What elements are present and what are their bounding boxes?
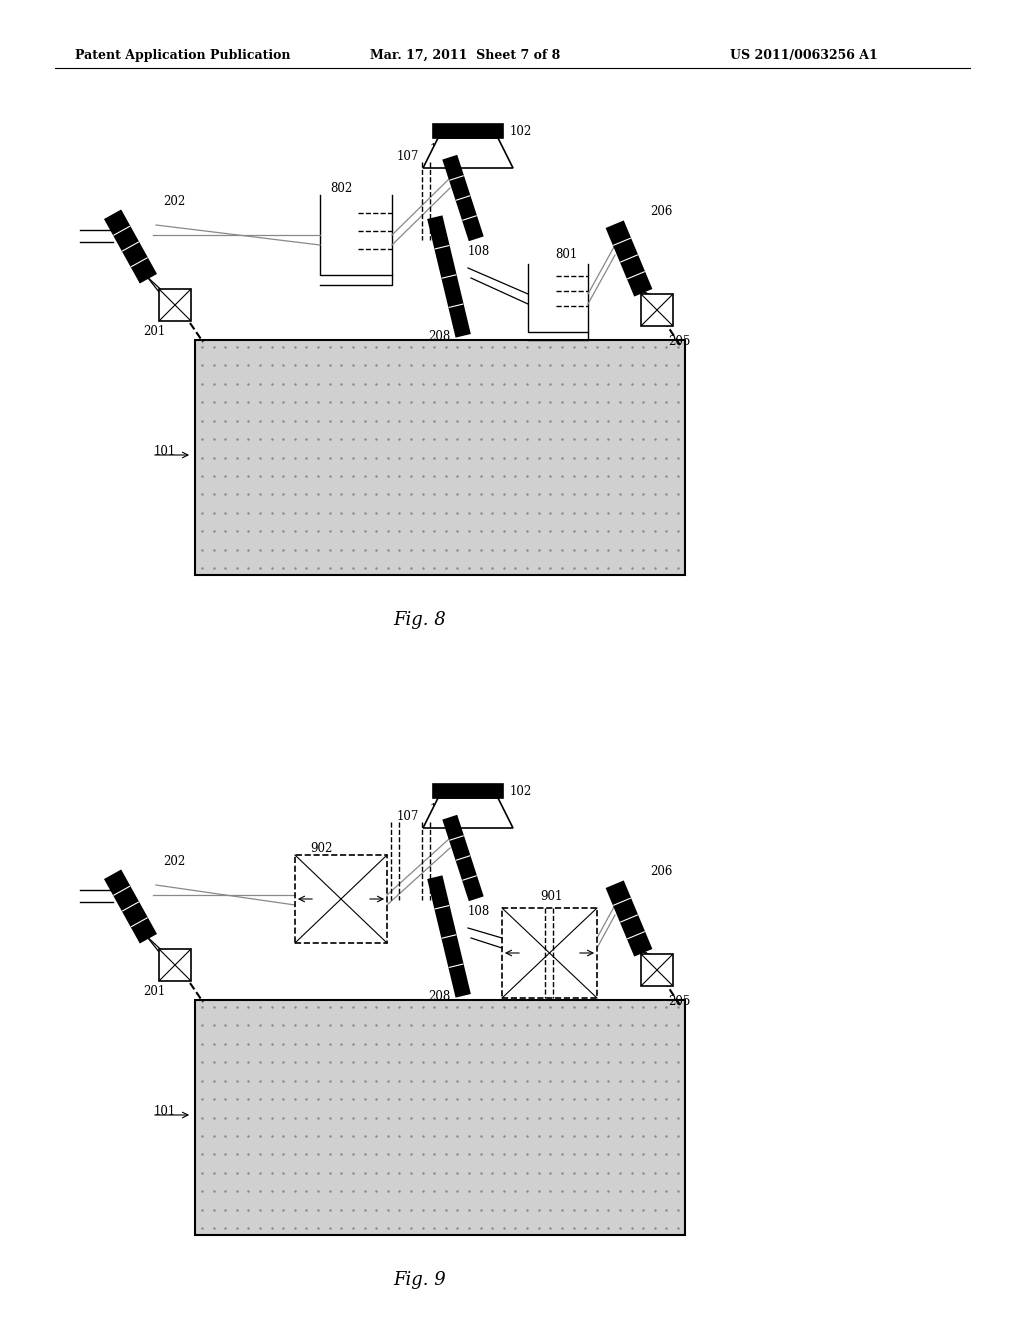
Text: 801: 801 [555,248,578,261]
Polygon shape [606,222,651,296]
Text: 202: 202 [163,195,185,209]
Bar [195,341,685,576]
Text: 108: 108 [468,906,490,917]
Text: 205: 205 [668,335,690,348]
Polygon shape [423,799,513,828]
Text: 208: 208 [428,990,451,1003]
Polygon shape [641,954,673,986]
Text: US 2011/0063256 A1: US 2011/0063256 A1 [730,49,878,62]
Text: 102: 102 [510,785,532,799]
Polygon shape [160,949,190,981]
Bar [195,1001,685,1236]
Text: 101: 101 [154,1105,176,1118]
Bar [502,908,597,998]
Text: 202: 202 [163,855,185,869]
Text: 902: 902 [310,842,333,855]
Bar [433,124,503,139]
Text: 901: 901 [540,890,562,903]
Polygon shape [423,139,513,168]
Text: 107: 107 [397,810,420,822]
Polygon shape [105,211,156,282]
Text: 206: 206 [650,865,673,878]
Bar [295,855,387,942]
Polygon shape [443,816,482,900]
Polygon shape [428,876,470,997]
Text: 201: 201 [143,325,165,338]
Polygon shape [160,289,190,321]
Text: 206: 206 [650,205,673,218]
Text: 104: 104 [430,143,453,156]
Text: 101: 101 [154,445,176,458]
Text: 104: 104 [430,803,453,816]
Text: 201: 201 [143,985,165,998]
Text: Fig. 9: Fig. 9 [393,1271,446,1290]
Polygon shape [105,871,156,942]
Polygon shape [641,294,673,326]
Text: 107: 107 [397,150,420,162]
Text: 208: 208 [428,330,451,343]
Text: 102: 102 [510,125,532,139]
Text: 108: 108 [468,246,490,257]
Text: Patent Application Publication: Patent Application Publication [75,49,291,62]
Text: Mar. 17, 2011  Sheet 7 of 8: Mar. 17, 2011 Sheet 7 of 8 [370,49,560,62]
Text: 205: 205 [668,995,690,1008]
Polygon shape [606,882,651,956]
Polygon shape [443,156,482,240]
Text: 802: 802 [330,182,352,195]
Bar [433,784,503,799]
Text: Fig. 8: Fig. 8 [393,611,446,630]
Polygon shape [428,216,470,337]
